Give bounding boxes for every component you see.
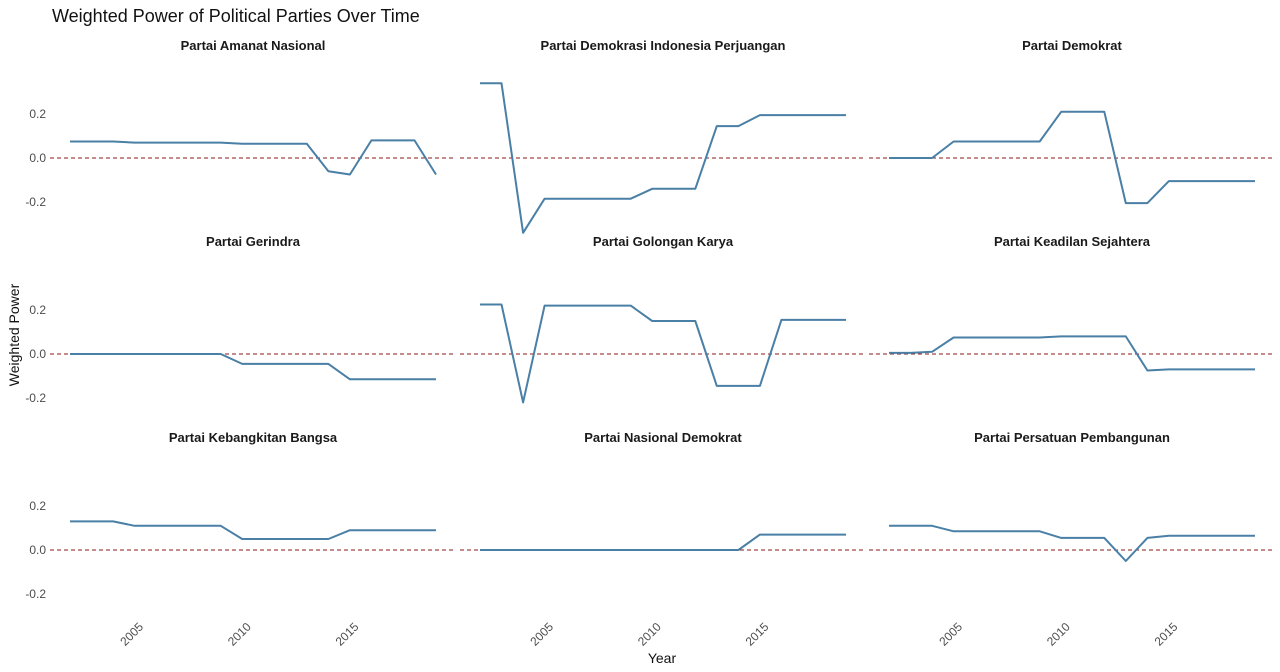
x-tick-label: 2010 — [1044, 620, 1073, 649]
x-tick-label: 2005 — [117, 620, 146, 649]
facet-panel: Partai Demokrasi Indonesia Perjuangan — [460, 38, 866, 234]
y-tick-label: 0.0 — [29, 151, 46, 165]
facet-title: Partai Demokrat — [1022, 38, 1122, 53]
facet-panel: Partai Gerindra 0.2 0.0 -0.2 — [25, 234, 456, 405]
y-tick-label: -0.2 — [25, 391, 46, 405]
x-tick-label: 2005 — [527, 620, 556, 649]
facet-panel: Partai Nasional Demokrat 2005 2010 2015 — [460, 430, 866, 649]
x-tick-label: 2015 — [333, 620, 362, 649]
y-tick-label: 0.2 — [29, 107, 46, 121]
x-tick-label: 2010 — [225, 620, 254, 649]
x-tick-label: 2010 — [635, 620, 664, 649]
y-tick-label: 0.2 — [29, 499, 46, 513]
facet-title: Partai Keadilan Sejahtera — [994, 234, 1151, 249]
series-line — [889, 524, 1255, 562]
series-line — [889, 110, 1255, 205]
y-tick-label: 0.0 — [29, 543, 46, 557]
facet-panel: Partai Kebangkitan Bangsa 0.2 0.0 -0.2 2005 2… — [25, 430, 456, 649]
y-tick-label: 0.2 — [29, 303, 46, 317]
series-line — [70, 139, 437, 176]
series-line — [480, 82, 846, 234]
x-axis-label: Year — [648, 650, 677, 666]
facet-panel: Partai Persatuan Pembangunan 2005 2010 2015 — [869, 430, 1275, 649]
facet-title: Partai Amanat Nasional — [181, 38, 326, 53]
facet-title: Partai Golongan Karya — [593, 234, 734, 249]
y-tick-label: 0.0 — [29, 347, 46, 361]
facet-panel: Partai Demokrat — [869, 38, 1275, 205]
y-tick-label: -0.2 — [25, 587, 46, 601]
facet-title: Partai Gerindra — [206, 234, 301, 249]
facet-panel: Partai Keadilan Sejahtera — [869, 234, 1275, 372]
x-tick-label: 2015 — [743, 620, 772, 649]
x-tick-label: 2005 — [936, 620, 965, 649]
series-line — [70, 520, 436, 540]
series-line — [480, 303, 846, 404]
facet-panel: Partai Golongan Karya — [460, 234, 866, 404]
facet-panel: Partai Amanat Nasional 0.2 0.0 -0.2 — [25, 38, 456, 209]
facet-title: Partai Kebangkitan Bangsa — [169, 430, 338, 445]
series-line — [480, 533, 846, 551]
facet-title: Partai Nasional Demokrat — [584, 430, 742, 445]
y-tick-label: -0.2 — [25, 195, 46, 209]
facet-panels: Partai Amanat Nasional 0.2 0.0 -0.2 Partai D… — [25, 38, 1275, 649]
facet-title: Partai Persatuan Pembangunan — [974, 430, 1170, 445]
series-line — [889, 335, 1255, 372]
chart-title: Weighted Power of Political Parties Over… — [52, 6, 420, 26]
y-axis-label: Weighted Power — [6, 283, 22, 386]
facet-title: Partai Demokrasi Indonesia Perjuangan — [541, 38, 786, 53]
x-tick-label: 2015 — [1152, 620, 1181, 649]
series-line — [70, 353, 436, 381]
